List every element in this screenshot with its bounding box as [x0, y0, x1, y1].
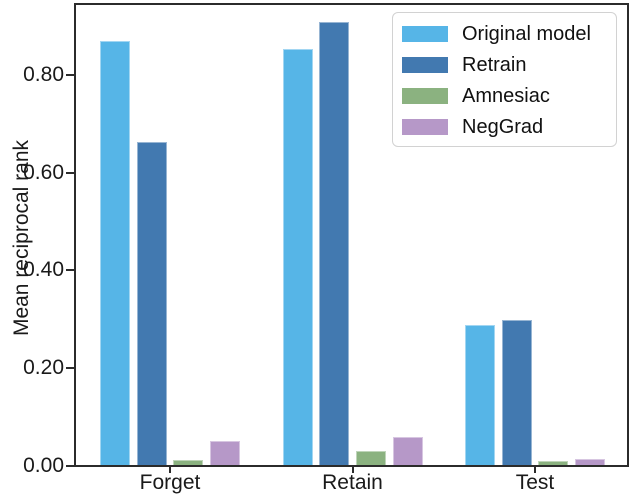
y-tick-label: 0.00	[23, 454, 64, 477]
y-tick	[66, 269, 74, 271]
bar-neggrad-retain	[392, 437, 423, 465]
legend-item-retrain: Retrain	[393, 49, 616, 80]
legend-swatch-retrain	[402, 56, 448, 73]
y-axis-label: Mean reciprocal rank	[10, 139, 33, 337]
y-tick	[66, 367, 74, 369]
legend-label: Original model	[462, 22, 591, 45]
legend-item-neggrad: NegGrad	[393, 111, 616, 142]
bar-original-model-forget	[100, 41, 130, 465]
bar-amnesiac-retain	[355, 451, 386, 465]
y-tick	[66, 74, 74, 76]
y-tick-label: 0.20	[23, 356, 64, 379]
bar-amnesiac-forget	[173, 460, 204, 465]
y-tick	[66, 465, 74, 467]
bar-neggrad-test	[575, 459, 605, 465]
bar-original-model-test	[465, 325, 495, 465]
x-tick-label-retain: Retain	[322, 471, 383, 494]
bar-retrain-test	[501, 320, 532, 465]
bar-retrain-retain	[319, 22, 350, 465]
y-tick-label: 0.80	[23, 63, 64, 86]
legend-swatch-amnesiac	[402, 87, 448, 104]
x-tick	[351, 467, 354, 473]
bar-retrain-forget	[136, 142, 167, 465]
x-tick	[534, 467, 536, 473]
legend-item-amnesiac: Amnesiac	[393, 80, 616, 111]
y-tick-label: 0.40	[23, 258, 64, 281]
bar-amnesiac-test	[538, 461, 569, 465]
x-tick	[169, 467, 171, 473]
legend-label: Retrain	[462, 53, 527, 76]
x-tick-label-forget: Forget	[139, 471, 201, 494]
legend-label: Amnesiac	[462, 84, 550, 107]
y-tick-label: 0.60	[23, 161, 64, 184]
bar-original-model-retain	[282, 49, 313, 465]
legend-swatch-neggrad	[402, 118, 448, 135]
y-tick	[66, 172, 74, 174]
legend: Original model Retrain Amnesiac NegGrad	[392, 12, 617, 147]
legend-swatch-original-model	[402, 25, 448, 42]
legend-item-original-model: Original model	[393, 18, 616, 49]
x-tick-label-test: Test	[515, 471, 555, 494]
bar-neggrad-forget	[210, 441, 240, 465]
legend-label: NegGrad	[462, 115, 544, 138]
